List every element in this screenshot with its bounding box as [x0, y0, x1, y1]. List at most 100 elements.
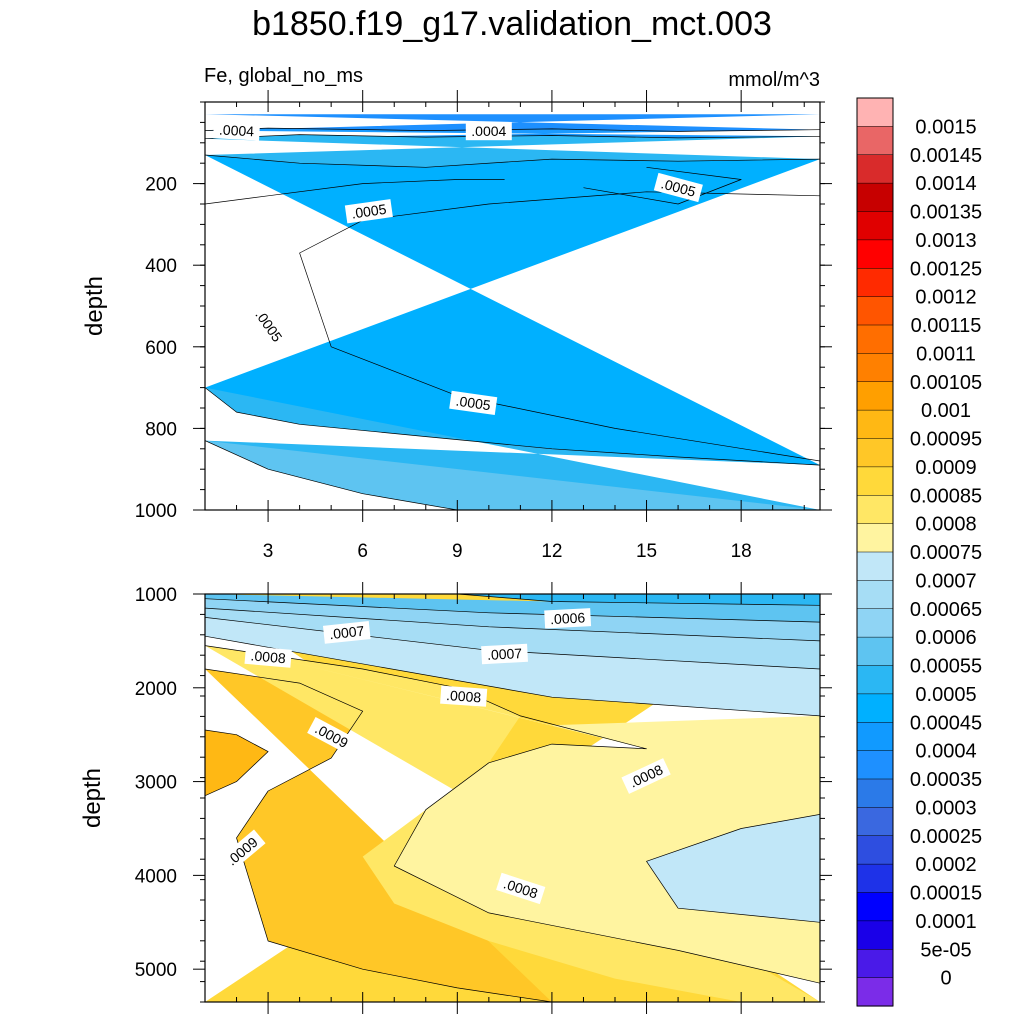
colorbar-swatch-6	[857, 268, 893, 298]
x-tick-label-12: 12	[541, 541, 562, 562]
lower-contour-line-2	[205, 607, 820, 642]
upper-panel: .0004.0004.0005.0005.0005.0005 3 6 9 12 15 18…	[81, 90, 832, 562]
upper-contour-fill	[205, 114, 820, 510]
upper-contour-line-5	[299, 191, 820, 462]
contour-label-box	[449, 390, 498, 416]
colorbar-label-16: 0.0007	[915, 570, 976, 592]
x-tick-label-9: 9	[452, 541, 463, 562]
colorbar-label-24: 0.0003	[915, 797, 976, 819]
colorbar-label-23: 0.00035	[910, 769, 982, 791]
colorbar-swatch-12	[857, 438, 893, 468]
lower-panel: .0006.0007.0007.0008.0008.0009.0008.0009…	[79, 582, 832, 1014]
colorbar-swatch-15	[857, 523, 893, 553]
contour-label-box	[248, 301, 290, 350]
colorbar-swatch-17	[857, 580, 893, 610]
colorbar-label-20: 0.0005	[915, 684, 976, 706]
lower-contour-label-4: .0008	[440, 685, 488, 707]
x-tick-label-6: 6	[357, 541, 368, 562]
contour-label-text: .0004	[219, 121, 255, 139]
contour-label-box	[344, 199, 393, 224]
upper-y-axis-title: depth	[81, 276, 108, 336]
x-tick-label-3: 3	[263, 541, 274, 562]
upper-axis-ticks: 3 6 9 12 15 18 200 400 600 800 1000	[135, 90, 832, 562]
upper-band-0.00045-3	[205, 155, 820, 466]
lower-contour-label-1: .0007	[322, 621, 371, 644]
contour-label-text: .0008	[250, 647, 287, 666]
colorbar-swatch-4	[857, 211, 893, 241]
colorbar-swatch-19	[857, 637, 893, 667]
contour-label-box	[322, 621, 371, 644]
colorbar-label-18: 0.0006	[915, 627, 976, 649]
contour-label-box	[544, 608, 592, 629]
colorbar-label-11: 0.00095	[910, 429, 982, 451]
lower-band-0.00075-4	[205, 640, 820, 984]
colorbar-label-22: 0.0004	[915, 741, 976, 763]
contour-label-box	[653, 172, 703, 203]
colorbar-swatch-5	[857, 239, 893, 269]
colorbar-swatch-10	[857, 381, 893, 411]
colorbar-label-7: 0.00115	[911, 315, 982, 337]
upper-contour-line-3	[205, 179, 505, 205]
colorbar-swatch-25	[857, 807, 893, 837]
colorbar-swatch-11	[857, 410, 893, 440]
lower-axis-ticks: 1000 2000 3000 4000 5000	[135, 582, 832, 1014]
colorbar-swatch-7	[857, 296, 893, 326]
contour-label-box	[440, 685, 488, 707]
upper-y-tick-label-800: 800	[145, 419, 177, 440]
upper-contour-lines	[205, 127, 820, 510]
contour-label-text: .0007	[329, 623, 366, 643]
lower-band-0.00055-9	[205, 594, 820, 623]
colorbar-swatch-18	[857, 608, 893, 638]
lower-y-axis-title: depth	[79, 768, 106, 828]
colorbar-swatch-24	[857, 779, 893, 808]
lower-y-tick-label-4000: 4000	[135, 866, 177, 887]
contour-label-box	[496, 872, 546, 905]
contour-label-box	[244, 645, 292, 668]
upper-y-tick-label-600: 600	[145, 338, 177, 359]
contour-label-text: .0005	[350, 201, 387, 222]
contour-label-box	[307, 716, 357, 755]
upper-contour-label-0: .0004	[213, 120, 260, 141]
colorbar-label-13: 0.00085	[910, 485, 982, 507]
lower-contour-label-0: .0006	[544, 608, 592, 629]
contour-label-text: .0008	[446, 687, 482, 705]
upper-contour-label-4: .0005	[248, 301, 290, 350]
colorbar-label-27: 0.00015	[910, 883, 982, 905]
units-label: mmol/m^3	[728, 69, 820, 91]
colorbar-label-17: 0.00065	[910, 599, 982, 621]
colorbar-swatch-30	[857, 949, 893, 979]
colorbar-swatch-16	[857, 552, 893, 581]
colorbar-label-30: 0	[940, 968, 951, 990]
colorbar-swatch-22	[857, 722, 893, 752]
lower-contour-line-5	[205, 645, 820, 984]
colorbar-swatch-20	[857, 665, 893, 695]
contour-label-text: .0006	[550, 609, 586, 627]
upper-y-tick-label-200: 200	[145, 175, 177, 196]
colorbar-frame	[856, 97, 894, 1007]
lower-contour-line-7	[205, 668, 552, 1002]
colorbar-label-1: 0.00145	[910, 145, 982, 167]
contour-label-text: .0005	[455, 393, 492, 414]
colorbar-swatch-28	[857, 892, 893, 922]
lower-band-0.0005-10	[457, 594, 820, 606]
colorbar-swatch-13	[857, 466, 893, 496]
contour-label-text: .0007	[487, 645, 523, 663]
colorbar-label-15: 0.00075	[910, 542, 982, 564]
upper-contour-line-6	[205, 387, 820, 466]
colorbar-label-28: 0.0001	[915, 911, 976, 933]
colorbar-label-3: 0.00135	[910, 202, 982, 224]
contour-label-box	[481, 643, 528, 665]
colorbar-swatch-9	[857, 353, 893, 383]
colorbar-swatch-1	[857, 126, 893, 156]
lower-y-tick-label-5000: 5000	[135, 960, 177, 981]
contour-label-text: .0004	[471, 123, 506, 139]
colorbar-swatch-0	[857, 98, 893, 127]
x-tick-label-18: 18	[731, 541, 752, 562]
lower-y-tick-label-3000: 3000	[135, 773, 177, 794]
upper-band-0.0005-2	[205, 134, 820, 168]
colorbar-label-25: 0.00025	[910, 826, 982, 848]
lower-contour-fill	[205, 594, 820, 1002]
lower-y-tick-label-2000: 2000	[135, 679, 177, 700]
colorbar-label-4: 0.0013	[915, 230, 976, 252]
